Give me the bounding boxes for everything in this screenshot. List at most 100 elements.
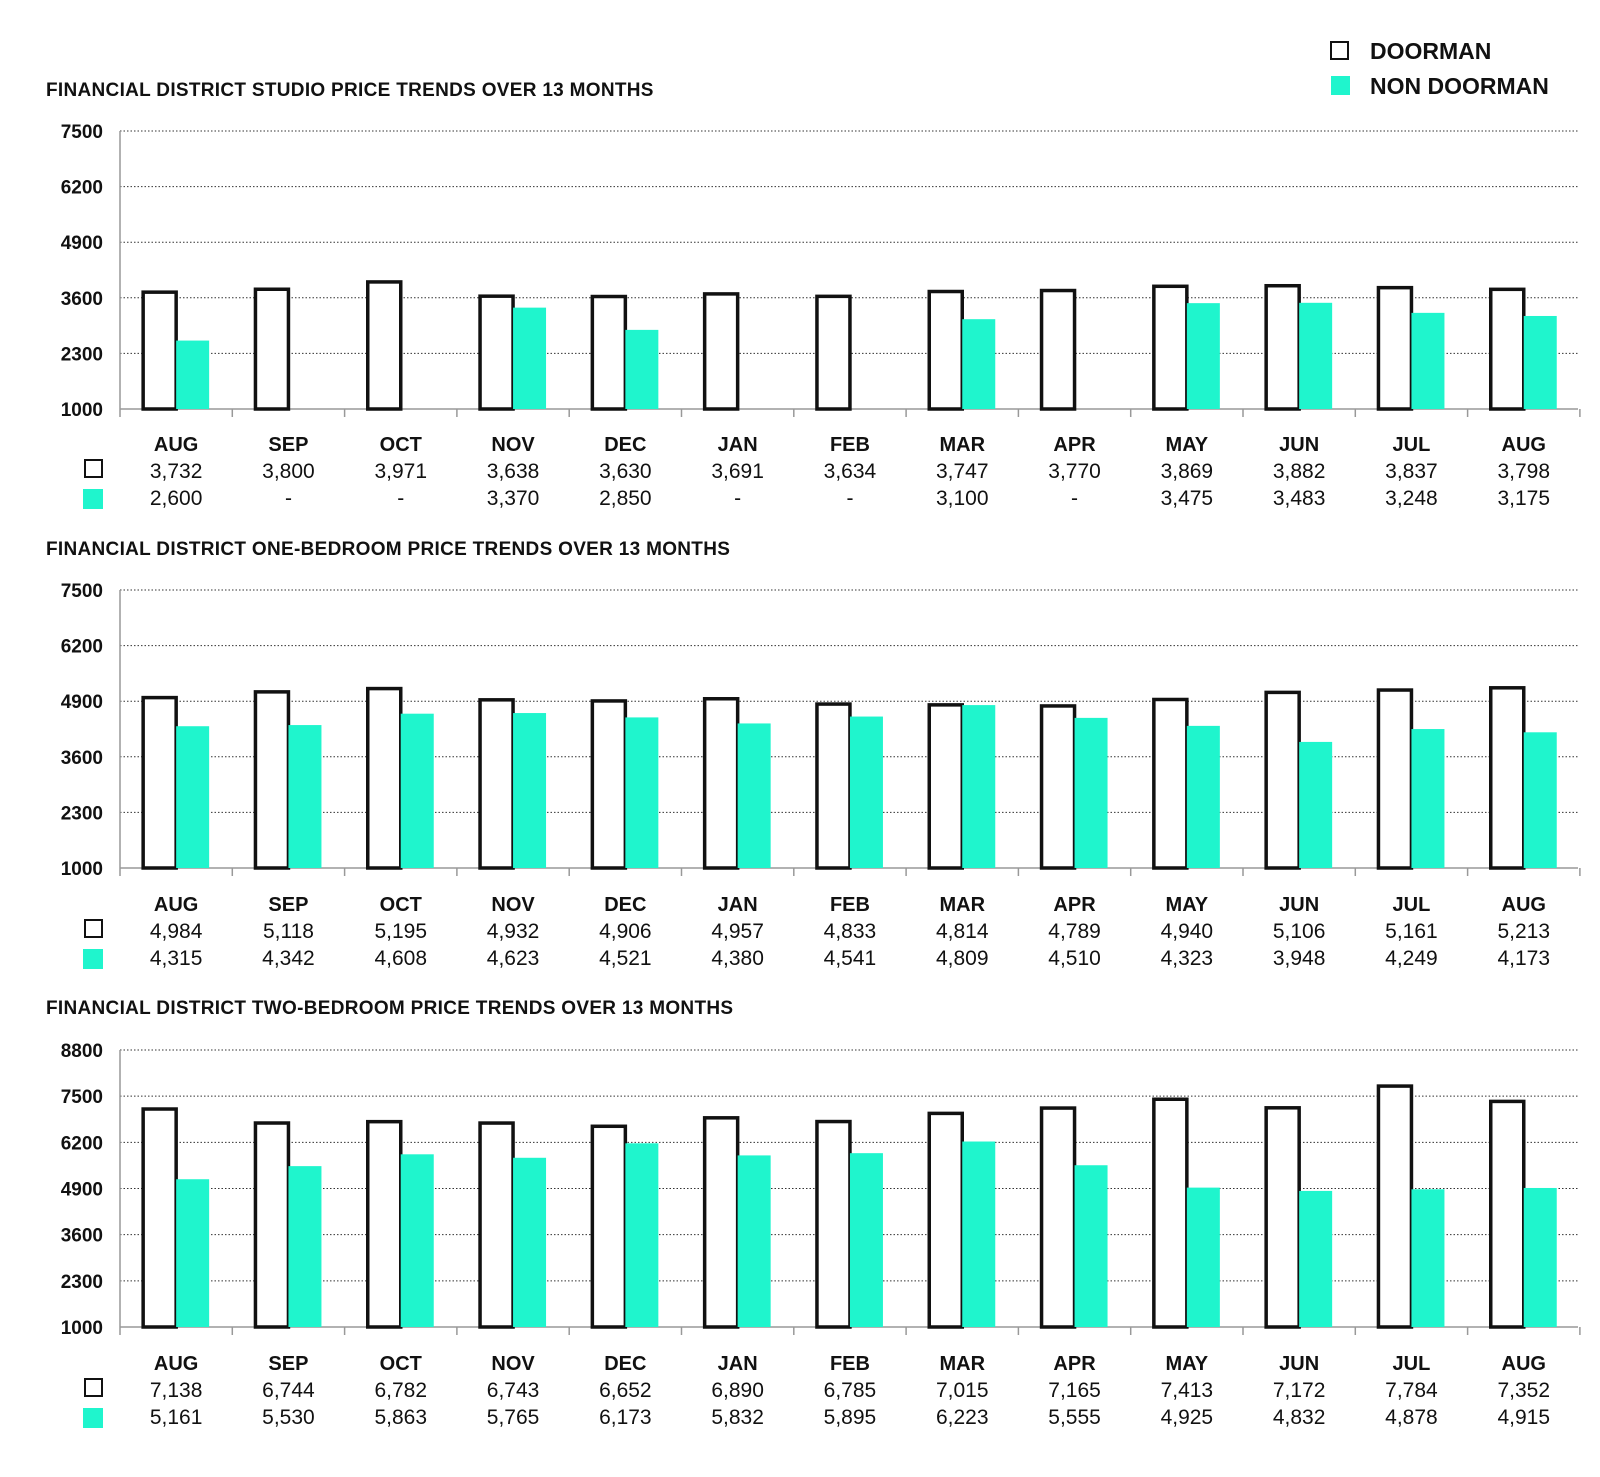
- data-label-doorman: 7,784: [1385, 1379, 1438, 1402]
- data-label-doorman: 7,352: [1497, 1379, 1550, 1402]
- data-label-non-doorman: 4,323: [1161, 947, 1214, 970]
- data-label-non-doorman: 5,863: [374, 1406, 427, 1429]
- x-tick-label: AUG: [154, 1353, 198, 1375]
- legend-swatch-doorman: [1330, 41, 1349, 60]
- bar-doorman: [253, 690, 291, 870]
- bar-non-doorman: [400, 1154, 434, 1327]
- data-label-doorman: 6,782: [374, 1379, 427, 1402]
- bar-doorman: [815, 702, 852, 870]
- bar-non-doorman: [849, 716, 883, 868]
- bar-non-doorman: [962, 1141, 996, 1327]
- x-tick-label: MAY: [1166, 434, 1209, 456]
- data-label-doorman: 3,634: [824, 460, 877, 483]
- x-tick-label: DEC: [604, 1353, 646, 1375]
- y-tick-label: 8800: [61, 1041, 103, 1062]
- data-label-non-doorman: 3,948: [1273, 947, 1326, 970]
- bar-doorman: [1264, 283, 1301, 411]
- data-label-non-doorman: -: [397, 487, 404, 510]
- data-label-non-doorman: 5,555: [1048, 1406, 1101, 1429]
- x-tick-label: AUG: [1502, 434, 1546, 456]
- x-tick-label: AUG: [1502, 894, 1546, 916]
- bar-non-doorman: [176, 726, 210, 868]
- y-tick-label: 3600: [61, 1226, 103, 1247]
- bar-non-doorman: [1411, 1189, 1445, 1327]
- x-tick-label: MAY: [1166, 894, 1209, 916]
- data-label-non-doorman: 4,832: [1273, 1406, 1326, 1429]
- data-label-doorman: 6,652: [599, 1379, 652, 1402]
- bar-doorman: [1152, 697, 1189, 870]
- bar-non-doorman: [625, 1143, 659, 1327]
- bar-non-doorman: [849, 1153, 883, 1327]
- x-tick-label: JAN: [718, 434, 758, 456]
- bar-non-doorman: [1411, 729, 1445, 868]
- bar-non-doorman: [513, 713, 547, 868]
- x-tick-label: SEP: [268, 434, 308, 456]
- x-tick-label: NOV: [491, 894, 535, 916]
- data-label-doorman: 4,940: [1161, 920, 1214, 943]
- y-tick-label: 6200: [61, 1133, 103, 1154]
- bar-doorman: [815, 1119, 852, 1329]
- x-tick-label: OCT: [380, 434, 422, 456]
- bar-doorman: [141, 1107, 178, 1329]
- bar-non-doorman: [288, 725, 322, 868]
- bar-non-doorman: [1186, 725, 1220, 868]
- bar-non-doorman: [1299, 302, 1333, 409]
- bar-doorman: [702, 697, 740, 870]
- y-tick-label: 4900: [61, 1180, 103, 1201]
- data-label-non-doorman: 4,623: [487, 947, 540, 970]
- bar-doorman: [141, 695, 178, 870]
- data-label-doorman: 3,691: [711, 460, 764, 483]
- bar-non-doorman: [1299, 741, 1333, 868]
- bar-non-doorman: [1186, 1187, 1220, 1327]
- bar-doorman: [1039, 1106, 1077, 1329]
- data-label-non-doorman: 6,223: [936, 1406, 989, 1429]
- table-row-marker-doorman: [84, 459, 103, 478]
- bar-non-doorman: [176, 1179, 210, 1327]
- legend-label-non-doorman: NON DOORMAN: [1370, 73, 1549, 99]
- x-tick-label: JUL: [1393, 1353, 1431, 1375]
- data-label-doorman: 3,971: [374, 460, 427, 483]
- x-tick-label: JUN: [1279, 1353, 1319, 1375]
- data-label-non-doorman: 3,248: [1385, 487, 1438, 510]
- data-label-doorman: 4,906: [599, 920, 652, 943]
- data-label-doorman: 3,630: [599, 460, 652, 483]
- data-label-non-doorman: -: [846, 487, 853, 510]
- data-label-non-doorman: 3,175: [1497, 487, 1550, 510]
- data-label-doorman: 3,732: [150, 460, 203, 483]
- bar-doorman: [478, 1121, 515, 1329]
- bar-non-doorman: [962, 319, 996, 409]
- data-label-doorman: 7,172: [1273, 1379, 1326, 1402]
- bar-non-doorman: [1411, 312, 1445, 409]
- bar-non-doorman: [1074, 717, 1108, 868]
- bar-non-doorman: [400, 713, 434, 868]
- x-tick-label: AUG: [1502, 1353, 1546, 1375]
- bar-doorman: [927, 703, 964, 870]
- data-label-non-doorman: 4,380: [711, 947, 764, 970]
- bar-non-doorman: [737, 1155, 771, 1327]
- data-label-doorman: 5,195: [374, 920, 427, 943]
- data-label-doorman: 6,744: [262, 1379, 315, 1402]
- data-label-doorman: 3,638: [487, 460, 540, 483]
- bar-doorman: [478, 294, 515, 411]
- bar-doorman: [478, 698, 515, 870]
- data-label-non-doorman: 5,895: [824, 1406, 877, 1429]
- data-label-doorman: 3,869: [1161, 460, 1214, 483]
- x-tick-label: DEC: [604, 894, 646, 916]
- data-label-doorman: 4,833: [824, 920, 877, 943]
- data-label-non-doorman: 4,342: [262, 947, 315, 970]
- chart-title: FINANCIAL DISTRICT STUDIO PRICE TRENDS O…: [46, 80, 654, 101]
- x-tick-label: FEB: [830, 1353, 870, 1375]
- table-row-marker-non-doorman: [83, 1408, 103, 1428]
- bar-doorman: [1152, 1097, 1189, 1329]
- y-tick-label: 6200: [61, 637, 103, 658]
- bar-non-doorman: [513, 1157, 547, 1327]
- bar-doorman: [366, 1119, 403, 1329]
- x-tick-label: MAR: [939, 894, 985, 916]
- y-tick-label: 1000: [61, 859, 103, 880]
- bar-doorman: [253, 1121, 291, 1329]
- bar-non-doorman: [1074, 1165, 1108, 1327]
- data-label-doorman: 5,118: [263, 920, 314, 943]
- bar-doorman: [590, 294, 628, 411]
- data-label-non-doorman: -: [285, 487, 292, 510]
